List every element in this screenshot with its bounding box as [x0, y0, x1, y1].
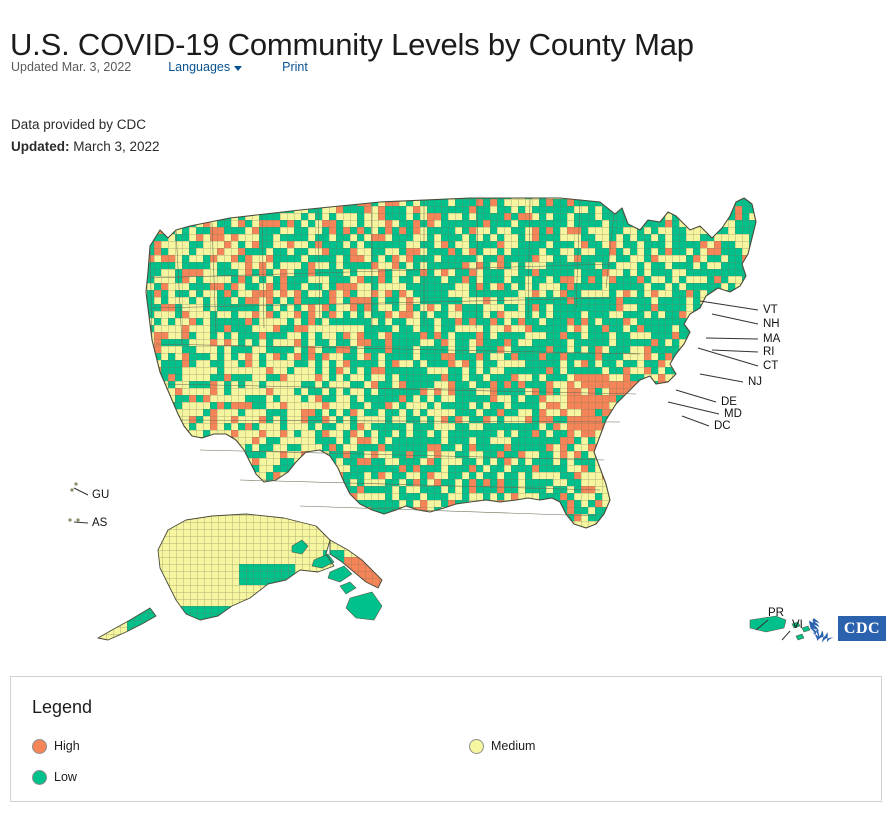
map-callout-dc: DC — [714, 420, 731, 432]
hhs-eagle-icon — [809, 618, 834, 643]
legend-panel: Legend High Medium Low — [10, 676, 882, 802]
map-callout-gu: GU — [92, 489, 109, 501]
legend-item-low[interactable]: Low — [32, 769, 77, 785]
data-provided-by: Data provided by CDC — [11, 117, 147, 132]
county-choropleth-map[interactable]: VT NH MA RI CT NJ DE MD DC GU AS PR VI — [0, 168, 894, 660]
map-callout-vi: VI — [792, 619, 803, 631]
updated-short-text: Updated Mar. 3, 2022 — [11, 60, 132, 74]
languages-label: Languages — [168, 60, 231, 74]
cdc-logo-text: CDC — [843, 619, 881, 637]
legend-label-low: Low — [54, 770, 77, 784]
map-callout-nj: NJ — [748, 376, 762, 388]
map-callout-ma: MA — [763, 333, 781, 345]
updated-value: March 3, 2022 — [69, 139, 160, 154]
updated-label: Updated: — [11, 139, 70, 154]
map-callout-nh: NH — [763, 318, 780, 330]
cdc-logo-block: CDC — [806, 614, 886, 644]
legend-item-medium[interactable]: Medium — [469, 738, 535, 754]
map-callout-ri: RI — [763, 346, 775, 358]
page-title: U.S. COVID-19 Community Levels by County… — [10, 26, 694, 62]
map-callout-ct: CT — [763, 360, 778, 372]
print-link[interactable]: Print — [282, 60, 308, 74]
legend-swatch-medium — [469, 738, 484, 754]
page-meta-row: Updated Mar. 3, 2022 Languages Print — [11, 59, 308, 75]
updated-line: Updated: March 3, 2022 — [11, 136, 160, 157]
legend-title: Legend — [32, 697, 93, 717]
map-callout-de: DE — [721, 396, 737, 408]
languages-dropdown[interactable]: Languages — [168, 59, 243, 75]
map-callout-vt: VT — [763, 304, 778, 316]
chevron-down-icon — [234, 65, 243, 71]
map-callout-pr: PR — [768, 607, 784, 619]
legend-label-high: High — [54, 739, 80, 753]
legend-item-high[interactable]: High — [32, 738, 80, 754]
map-callout-as: AS — [92, 517, 108, 529]
legend-label-medium: Medium — [491, 739, 536, 753]
map-callout-md: MD — [724, 408, 742, 420]
legend-swatch-high — [32, 738, 47, 754]
legend-swatch-low — [32, 769, 47, 785]
map-state-outlines — [97, 197, 757, 641]
cdc-logo-icon: CDC — [838, 616, 886, 641]
